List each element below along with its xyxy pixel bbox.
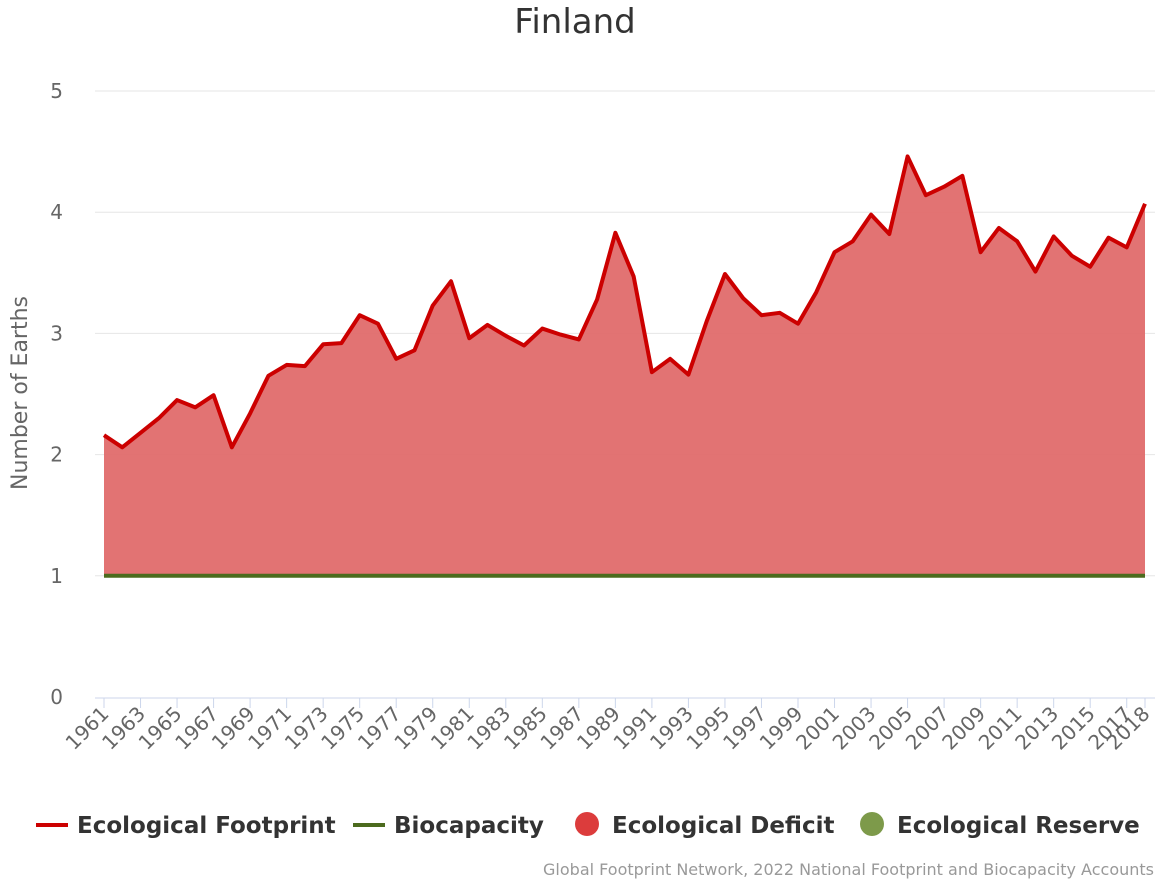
legend-item-label[interactable]: Ecological Footprint	[77, 813, 336, 839]
footprint-point	[339, 341, 343, 345]
footprint-point	[412, 348, 416, 352]
ecological-deficit-area	[104, 156, 1145, 576]
footprint-point	[431, 304, 435, 308]
footprint-point	[157, 416, 161, 420]
footprint-point	[1088, 265, 1092, 269]
legend-item-label[interactable]: Biocapacity	[394, 813, 544, 839]
footprint-point	[759, 313, 763, 317]
x-axis: 1961196319651967196919711973197519771979…	[61, 697, 1155, 755]
y-tick-label: 5	[50, 79, 63, 103]
footprint-point	[394, 357, 398, 361]
legend: Ecological Footprint Biocapacity Ecologica…	[36, 812, 1140, 839]
footprint-point	[559, 333, 563, 337]
footprint-point	[577, 337, 581, 341]
footprint-point	[1070, 254, 1074, 258]
footprint-point	[248, 411, 252, 415]
footprint-point	[1125, 245, 1129, 249]
footprint-point	[796, 322, 800, 326]
footprint-point	[833, 250, 837, 254]
footprint-point	[632, 274, 636, 278]
y-tick-label: 2	[50, 443, 63, 467]
footprint-point	[212, 393, 216, 397]
footprint-point	[1143, 202, 1147, 206]
footprint-point	[540, 327, 544, 331]
footprint-point	[906, 154, 910, 158]
footprint-point	[139, 431, 143, 435]
footprint-point	[303, 364, 307, 368]
footprint-point	[997, 226, 1001, 230]
y-axis-label: Number of Earths	[8, 296, 33, 490]
footprint-point	[887, 232, 891, 236]
footprint-point	[942, 185, 946, 189]
footprint-point	[1015, 239, 1019, 243]
credit-text: Global Footprint Network, 2022 National …	[543, 860, 1154, 879]
footprint-point	[102, 433, 106, 437]
footprint-point	[266, 374, 270, 378]
footprint-point	[814, 290, 818, 294]
footprint-point	[358, 313, 362, 317]
y-tick-label: 3	[50, 321, 63, 345]
footprint-point	[522, 344, 526, 348]
legend-circle-symbol	[860, 812, 884, 836]
footprint-point	[723, 272, 727, 276]
legend-item-label[interactable]: Ecological Reserve	[897, 813, 1140, 839]
footprint-point	[486, 323, 490, 327]
footprint-point	[120, 445, 124, 449]
footprint-point	[1106, 236, 1110, 240]
footprint-point	[924, 193, 928, 197]
ecological-footprint-line	[102, 154, 1147, 450]
footprint-point	[613, 231, 617, 235]
footprint-point	[449, 279, 453, 283]
legend-circle-symbol	[575, 812, 599, 836]
footprint-point	[851, 239, 855, 243]
y-tick-label: 0	[50, 685, 63, 709]
footprint-point	[741, 296, 745, 300]
footprint-point	[1052, 234, 1056, 238]
footprint-point	[285, 363, 289, 367]
footprint-point	[668, 357, 672, 361]
y-tick-label: 1	[50, 564, 63, 588]
footprint-point	[175, 398, 179, 402]
footprint-point	[686, 373, 690, 377]
footprint-point	[869, 213, 873, 217]
plot-area	[102, 154, 1147, 578]
y-axis-ticks: 0 1 2 3 4 5	[50, 79, 63, 709]
footprint-point	[504, 334, 508, 338]
footprint-point	[376, 322, 380, 326]
footprint-point	[193, 405, 197, 409]
footprint-point	[1033, 270, 1037, 274]
chart-title: Finland	[514, 2, 636, 42]
footprint-point	[230, 445, 234, 449]
footprint-point	[467, 336, 471, 340]
footprint-point	[650, 370, 654, 374]
footprint-point	[321, 342, 325, 346]
footprint-point	[705, 319, 709, 323]
footprint-point	[595, 297, 599, 301]
footprint-point	[960, 174, 964, 178]
footprint-point	[778, 311, 782, 315]
y-tick-label: 4	[50, 200, 63, 224]
footprint-point	[979, 250, 983, 254]
legend-item-label[interactable]: Ecological Deficit	[612, 813, 834, 839]
